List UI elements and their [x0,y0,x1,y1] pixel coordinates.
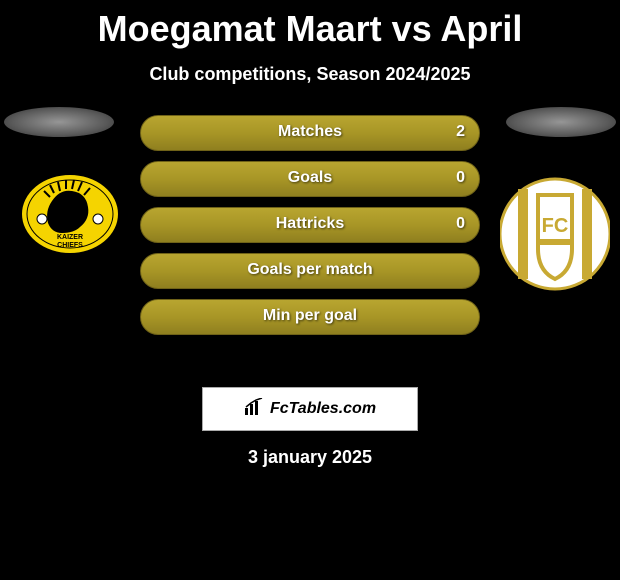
stat-value: 0 [456,169,465,187]
stat-value: 2 [456,123,465,141]
cape-town-city-badge-icon: FC [500,177,610,292]
svg-text:CHIEFS: CHIEFS [57,242,83,249]
page-title: Moegamat Maart vs April [0,0,620,50]
svg-text:KAIZER: KAIZER [57,234,83,241]
brand-badge[interactable]: FcTables.com [202,387,418,431]
content-area: KAIZER CHIEFS FC Matches [0,115,620,375]
chart-icon [244,398,264,421]
subtitle: Club competitions, Season 2024/2025 [0,64,620,85]
stat-label: Hattricks [141,215,479,233]
stat-label: Goals per match [141,261,479,279]
comparison-card: Moegamat Maart vs April Club competition… [0,0,620,580]
stat-bar-goals-per-match: Goals per match [140,253,480,289]
stat-label: Goals [141,169,479,187]
stat-value: 0 [456,215,465,233]
player-avatar-left [4,107,114,137]
date-label: 3 january 2025 [0,447,620,468]
kaizer-chiefs-badge-icon: KAIZER CHIEFS [20,173,120,255]
stat-bar-hattricks: Hattricks 0 [140,207,480,243]
brand-text: FcTables.com [270,400,376,418]
stats-bars: Matches 2 Goals 0 Hattricks 0 Goals per … [140,115,480,345]
svg-text:FC: FC [542,215,569,237]
stat-bar-min-per-goal: Min per goal [140,299,480,335]
brand-badge-inner: FcTables.com [244,398,376,421]
stat-label: Matches [141,123,479,141]
player-avatar-right [506,107,616,137]
stat-bar-matches: Matches 2 [140,115,480,151]
stat-label: Min per goal [141,307,479,325]
stat-bar-goals: Goals 0 [140,161,480,197]
